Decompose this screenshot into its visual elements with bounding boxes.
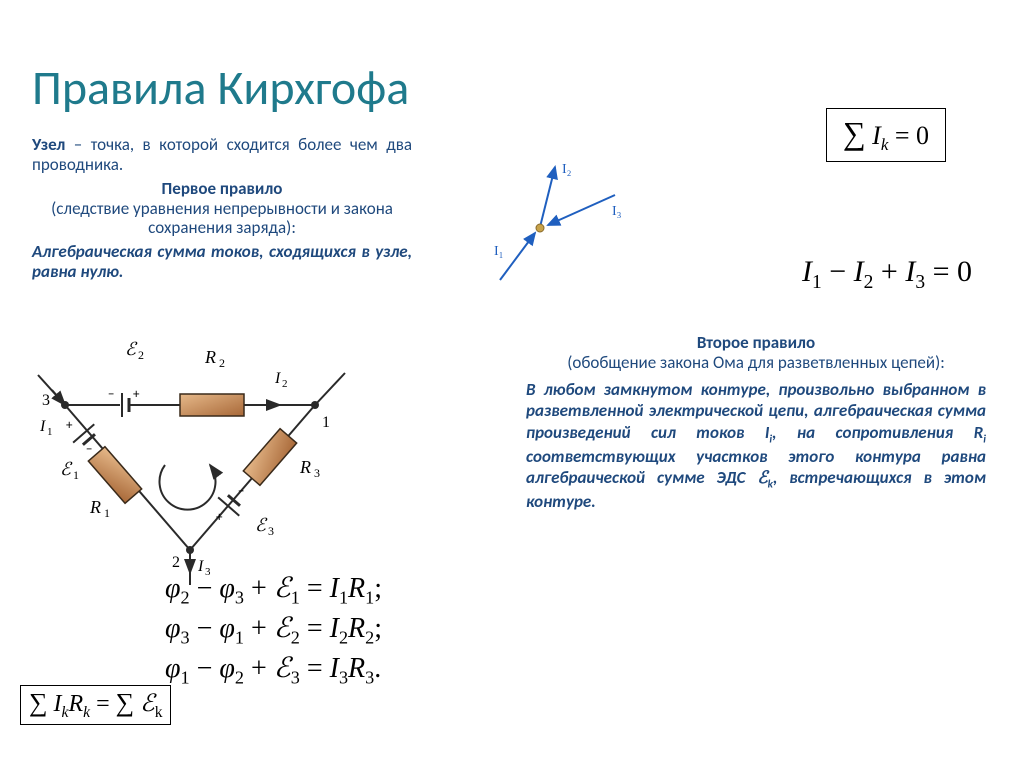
svg-text:+: + <box>216 510 223 525</box>
rule2-subtitle: (обобщение закона Ома для разветвленных … <box>526 353 986 373</box>
svg-text:2: 2 <box>282 378 288 390</box>
eq2: φ3 − φ1 + ℰ2 = I2R2; <box>165 610 382 650</box>
rule1-body: Алгебраическая сумма токов, сходящихся в… <box>32 242 412 283</box>
svg-text:+: + <box>66 418 73 433</box>
rule2-block: Второе правило (обобщение закона Ома для… <box>526 332 986 513</box>
eq1: φ2 − φ3 + ℰ1 = I1R1; <box>165 570 382 610</box>
label-i2: I₂ <box>562 162 572 177</box>
node-definition: Узел – точка, в которой сходится более ч… <box>32 135 412 176</box>
page-title: Правила Кирхгофа <box>32 58 409 117</box>
label-e1: ℰ <box>60 459 73 479</box>
label-n3: 3 <box>42 392 50 409</box>
label-n2: 2 <box>172 554 180 571</box>
svg-text:−: − <box>238 484 244 499</box>
label-n1: 1 <box>322 414 330 431</box>
label-i2c: I <box>274 370 281 387</box>
left-column: Узел – точка, в которой сходится более ч… <box>32 135 412 283</box>
formula-node-currents: I1 − I2 + I3 = 0 <box>802 255 972 294</box>
node-diagram: I₁ I₂ I₃ <box>440 155 640 305</box>
rule2-body: В любом замкнутом контуре, произвольно в… <box>526 379 986 513</box>
eq3: φ1 − φ2 + ℰ3 = I3R3. <box>165 650 382 690</box>
svg-text:−: − <box>108 387 114 402</box>
svg-text:2: 2 <box>138 348 144 362</box>
label-r3: R <box>299 457 311 477</box>
label-e3: ℰ <box>255 515 268 535</box>
circuit-diagram: − + + − − + ℰ2 R2 I2 1 3 I1 ℰ1 R1 R3 ℰ3 … <box>30 335 360 590</box>
svg-text:2: 2 <box>219 356 225 370</box>
svg-text:3: 3 <box>268 524 274 538</box>
node-def-text: – точка, в которой сходится более чем дв… <box>32 134 412 175</box>
rule1-title: Первое правило <box>32 178 412 199</box>
node-term: Узел <box>32 134 65 155</box>
rule1-subtitle: (следствие уравнения непрерывности и зак… <box>32 199 412 238</box>
label-i3: I₃ <box>612 204 622 219</box>
label-r2: R <box>204 347 216 367</box>
svg-text:3: 3 <box>314 466 320 480</box>
label-r1: R <box>89 497 101 517</box>
label-i1c: I <box>39 418 46 435</box>
formula-sum-irk: ∑ IkRk = ∑ ℰk <box>20 685 171 725</box>
equation-list: φ2 − φ3 + ℰ1 = I1R1; φ3 − φ1 + ℰ2 = I2R2… <box>165 570 382 690</box>
svg-text:+: + <box>133 387 140 402</box>
svg-text:1: 1 <box>47 426 53 438</box>
formula-sum-ik: ∑ Ik = 0 <box>826 108 946 162</box>
label-i1: I₁ <box>494 244 504 259</box>
svg-text:1: 1 <box>73 468 79 482</box>
label-e2: ℰ <box>125 339 138 359</box>
svg-text:−: − <box>86 442 92 457</box>
rule2-title: Второе правило <box>526 332 986 353</box>
svg-text:1: 1 <box>104 506 110 520</box>
